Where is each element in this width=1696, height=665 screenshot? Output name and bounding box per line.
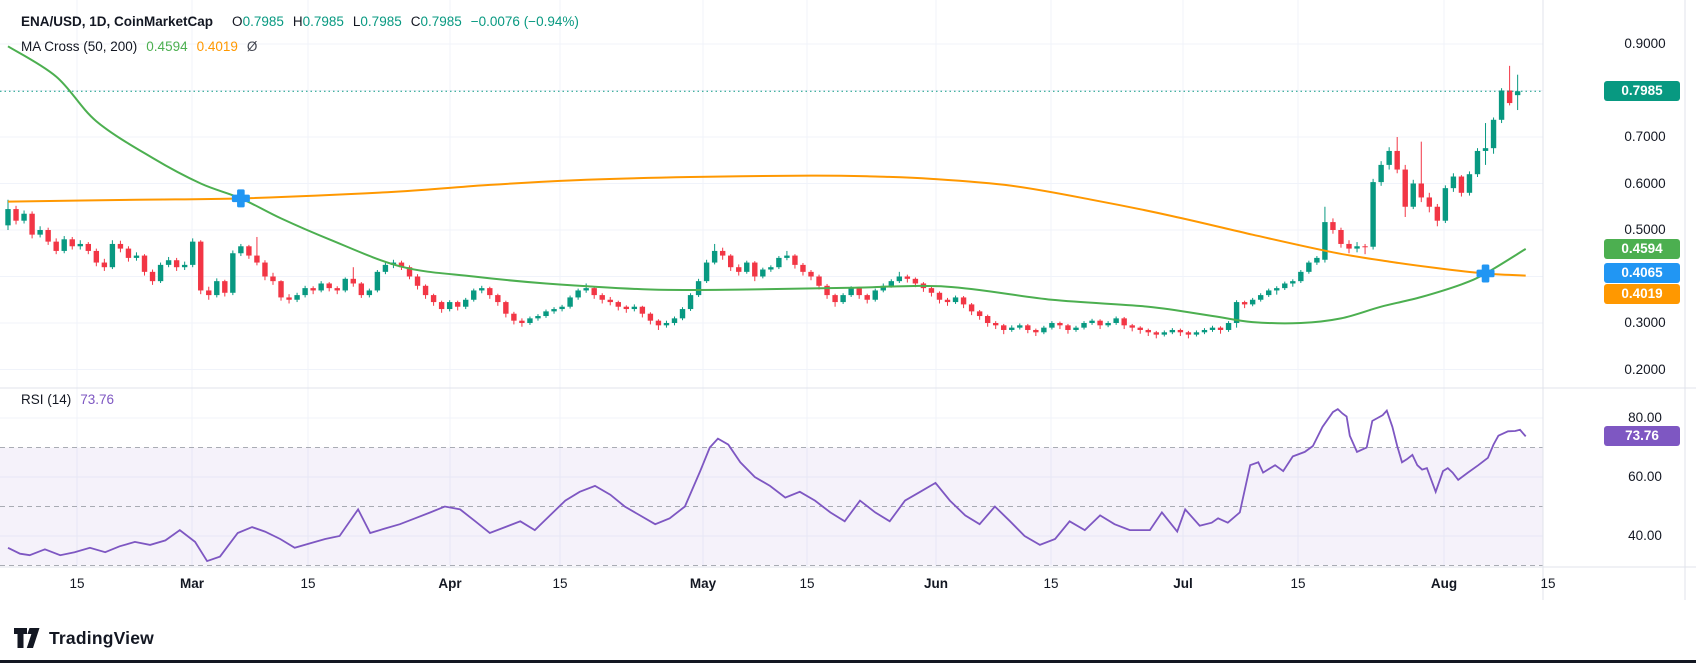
tradingview-logo[interactable]: TradingView — [14, 628, 154, 649]
price-axis-label: 0.2000 — [1624, 361, 1666, 377]
rsi-legend[interactable]: RSI (14) 73.76 — [21, 392, 114, 407]
gridlines — [0, 0, 1543, 567]
rsi-line — [7, 407, 1527, 563]
ma-cross-marker — [231, 189, 250, 208]
time-axis-label[interactable]: 15 — [1290, 576, 1306, 591]
time-axis-label[interactable]: Aug — [1430, 576, 1458, 591]
time-axis-label[interactable]: 15 — [552, 576, 568, 591]
candlestick-series — [5, 65, 1521, 339]
ma-fast-line — [7, 45, 1527, 325]
ma-cross-marker — [1476, 264, 1495, 283]
last-price-badge: 0.7985 — [1604, 81, 1680, 102]
rsi-axis-label: 80.00 — [1628, 410, 1662, 425]
ma-slow-badge: 0.4019 — [1604, 284, 1680, 305]
rsi-value: 73.76 — [80, 392, 115, 407]
rsi-band — [0, 447, 1543, 566]
tradingview-logo-icon — [14, 628, 40, 648]
ma-cross-label: MA Cross (50, 200) — [21, 39, 138, 54]
time-axis-label[interactable]: 15 — [69, 576, 85, 591]
time-axis-label[interactable]: 15 — [1540, 576, 1556, 591]
ma-fast-badge: 0.4594 — [1604, 238, 1680, 259]
time-axis-label[interactable]: Jun — [923, 576, 949, 591]
rsi-axis-label: 40.00 — [1628, 528, 1662, 543]
time-axis-label[interactable]: Apr — [438, 576, 462, 591]
ma-slow-value: 0.4019 — [196, 39, 238, 54]
time-axis-label[interactable]: May — [689, 576, 717, 591]
time-axis-label[interactable]: 15 — [300, 576, 316, 591]
price-change: −0.0076 (−0.94%) — [470, 14, 579, 29]
price-axis-label: 0.7000 — [1624, 129, 1666, 144]
rsi-label: RSI (14) — [21, 392, 72, 407]
tradingview-logo-text: TradingView — [49, 628, 154, 648]
ma-crosses-value: Ø — [246, 39, 258, 54]
rsi-value-badge: 73.76 — [1604, 426, 1680, 447]
ma-slow-line — [7, 174, 1526, 277]
price-axis-label: 0.6000 — [1624, 175, 1666, 191]
symbol-legend[interactable]: ENA/USD, 1D, CoinMarketCap O0.7985 H0.79… — [21, 14, 579, 29]
rsi-axis-label: 60.00 — [1628, 469, 1662, 484]
ma-cross-badge: 0.4065 — [1604, 263, 1680, 284]
bottom-divider — [0, 660, 1696, 663]
ohlc-close: C0.7985 — [410, 14, 462, 29]
price-axis-label: 0.5000 — [1624, 222, 1666, 237]
ohlc-open: O0.7985 — [232, 14, 284, 29]
ma-fast-value: 0.4594 — [146, 39, 188, 54]
ma-cross-legend[interactable]: MA Cross (50, 200) 0.4594 0.4019 Ø — [21, 39, 257, 54]
symbol-title: ENA/USD, 1D, CoinMarketCap — [21, 14, 214, 29]
time-axis-label[interactable]: Mar — [179, 576, 205, 591]
time-axis-label[interactable]: 15 — [799, 576, 815, 591]
ohlc-low: L0.7985 — [352, 14, 402, 29]
price-axis-label: 0.9000 — [1624, 36, 1666, 51]
ohlc-high: H0.7985 — [292, 14, 344, 29]
time-axis-label[interactable]: 15 — [1043, 576, 1059, 591]
price-axis-label: 0.3000 — [1624, 315, 1666, 330]
time-axis-label[interactable]: Jul — [1173, 576, 1193, 591]
